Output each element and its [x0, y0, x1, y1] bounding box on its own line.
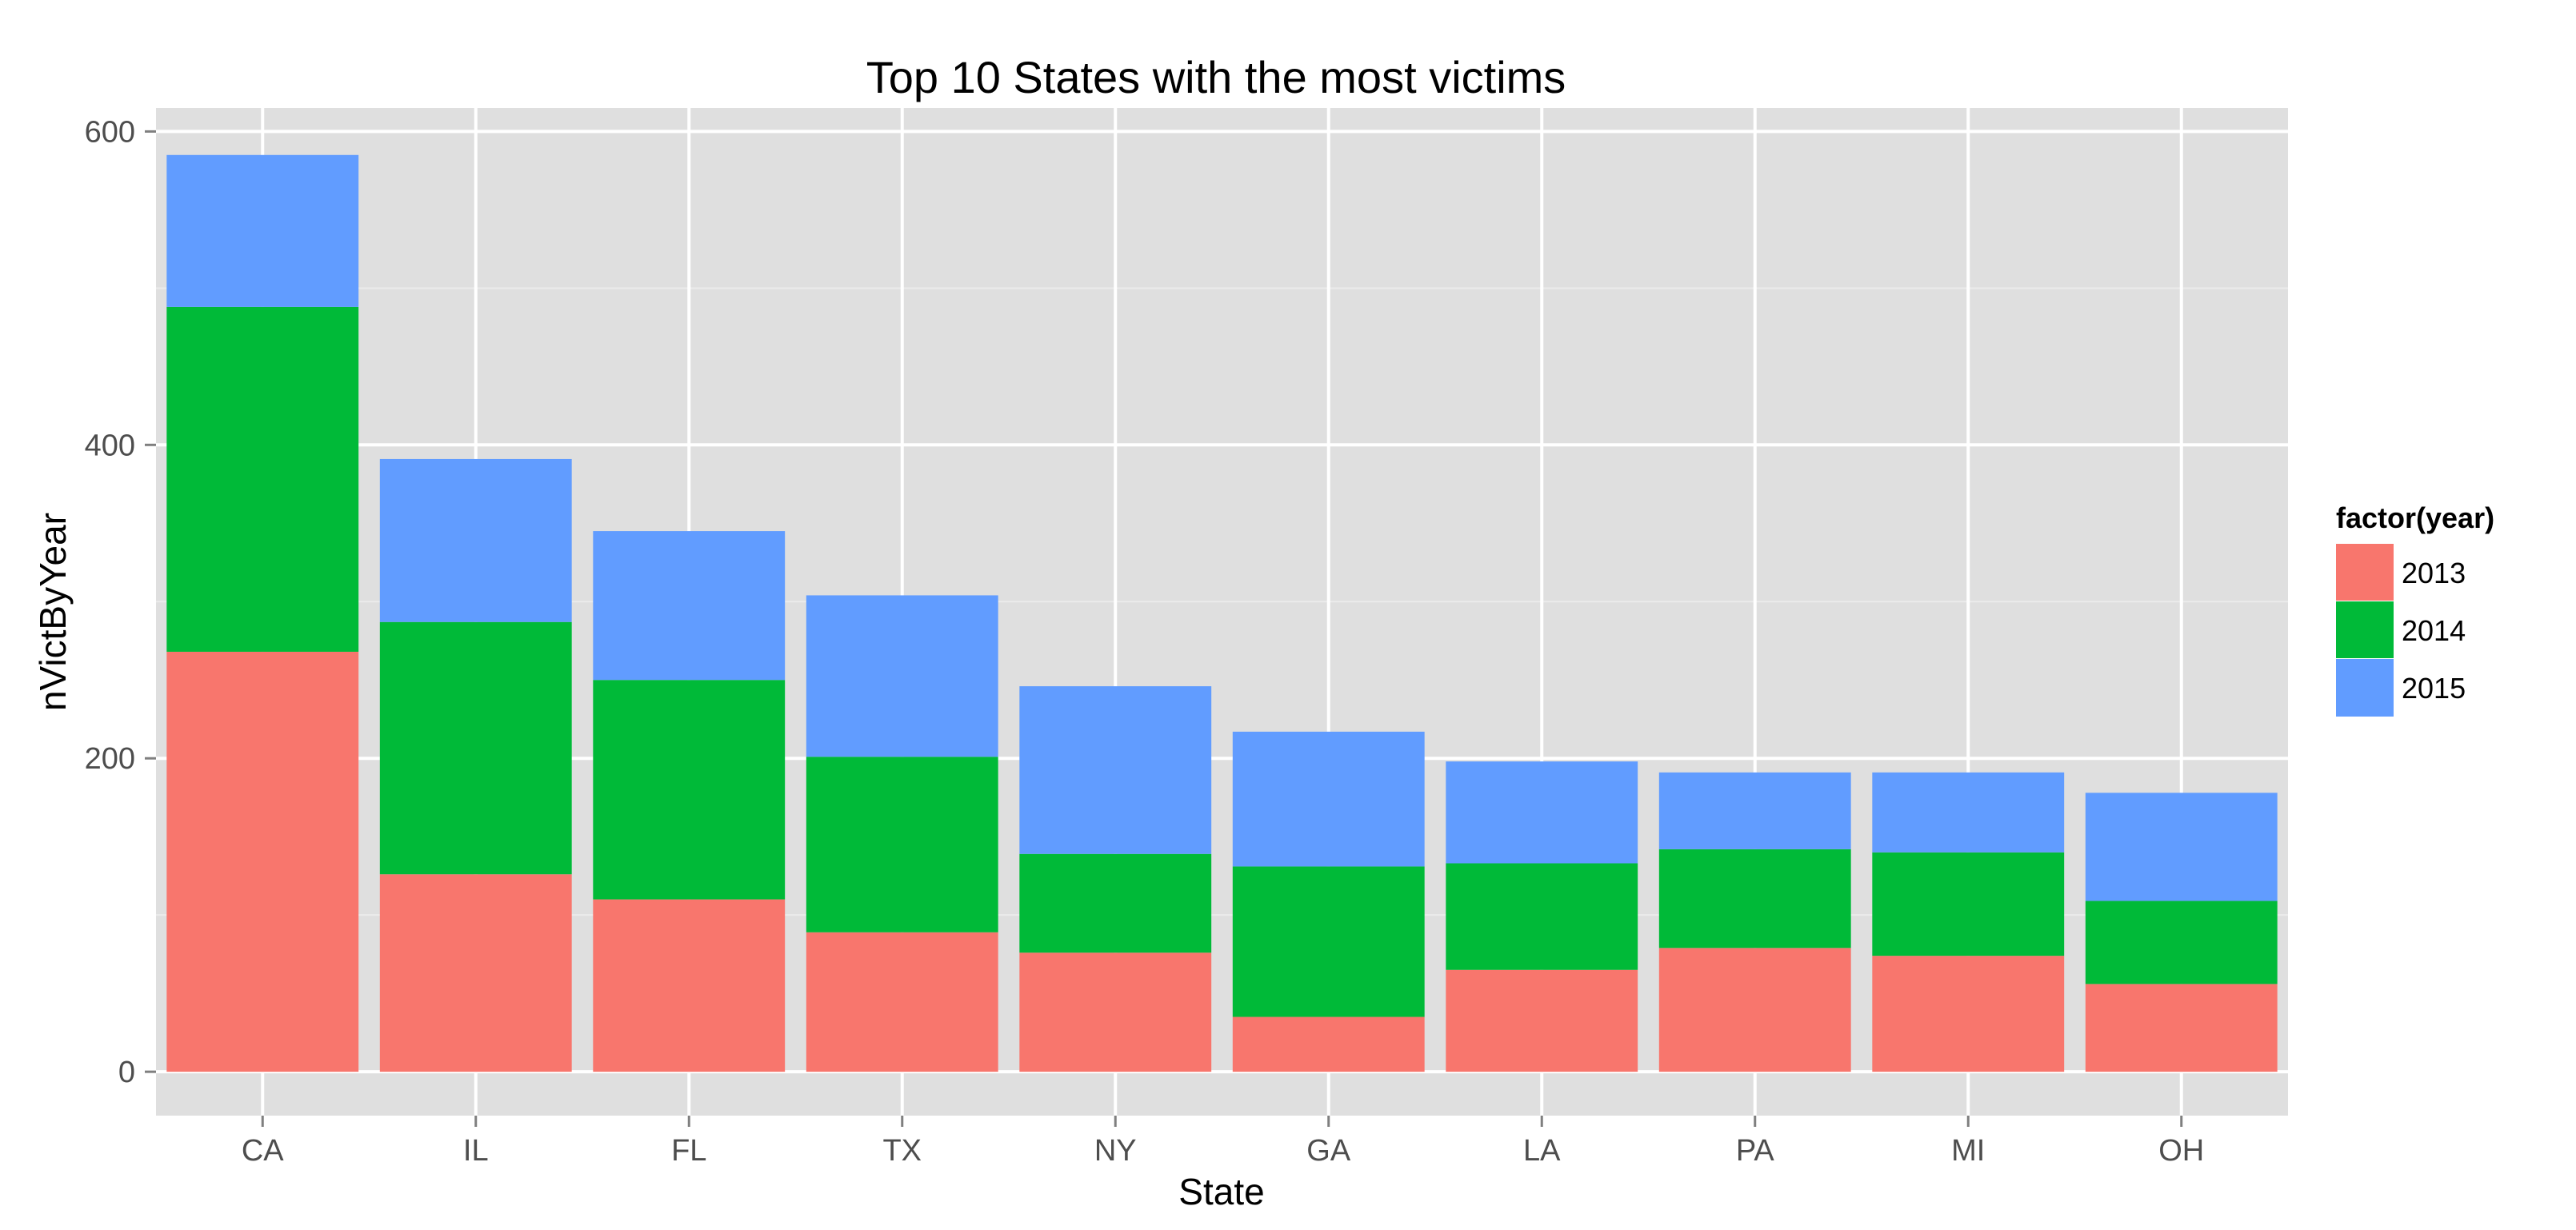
bar-oh-2013: [2085, 984, 2278, 1072]
bar-ca-2013: [166, 651, 359, 1072]
legend-label: 2015: [2402, 672, 2466, 705]
x-tick-label: FL: [671, 1134, 706, 1168]
y-tick-label: 400: [85, 429, 135, 462]
bar-fl-2015: [593, 531, 786, 681]
legend-label: 2014: [2402, 614, 2466, 647]
bar-ca-2014: [166, 306, 359, 652]
x-tick-label: LA: [1523, 1134, 1561, 1168]
bar-ny-2014: [1019, 853, 1212, 953]
bar-mi-2013: [1872, 956, 2065, 1072]
x-tick-label: IL: [463, 1134, 489, 1168]
bar-tx-2015: [806, 595, 998, 757]
x-tick-label: CA: [242, 1134, 284, 1168]
axis-layer: 0 200 400 600 CA IL FL TX NY GA LA PA MI OH: [85, 115, 2205, 1168]
bar-mi-2014: [1872, 852, 2065, 956]
bar-fl-2013: [593, 899, 786, 1072]
x-axis-title: State: [1178, 1171, 1264, 1212]
bar-ny-2013: [1019, 952, 1212, 1072]
bar-fl-2014: [593, 680, 786, 900]
bar-la-2014: [1446, 863, 1638, 970]
y-tick-label: 0: [118, 1056, 135, 1089]
legend: factor(year) 2013 2014 2015: [2335, 501, 2494, 717]
bar-tx-2014: [806, 757, 998, 932]
legend-swatch-2013: [2336, 544, 2394, 601]
x-tick-label: GA: [1306, 1134, 1351, 1168]
bar-oh-2015: [2085, 793, 2278, 901]
x-tick-label: OH: [2158, 1134, 2204, 1168]
bar-ga-2013: [1232, 1016, 1425, 1072]
bar-la-2013: [1446, 969, 1638, 1072]
legend-label: 2013: [2402, 557, 2466, 589]
bar-la-2015: [1446, 761, 1638, 864]
legend-swatch-2014: [2336, 601, 2394, 659]
bar-mi-2015: [1872, 772, 2065, 853]
x-tick-label: TX: [882, 1134, 922, 1168]
bar-oh-2014: [2085, 901, 2278, 984]
y-tick-label: 600: [85, 115, 135, 149]
bar-ca-2015: [166, 154, 359, 307]
bar-pa-2015: [1658, 772, 1851, 849]
legend-swatch-2015: [2336, 659, 2394, 717]
bar-il-2014: [379, 621, 572, 875]
bar-ga-2015: [1232, 731, 1425, 867]
bar-pa-2014: [1658, 849, 1851, 948]
legend-title: factor(year): [2336, 501, 2494, 534]
x-tick-label: MI: [1951, 1134, 1985, 1168]
bar-ga-2014: [1232, 866, 1425, 1017]
bars-layer: [166, 154, 2278, 1072]
y-axis-title: nVictByYear: [32, 513, 74, 711]
chart-title: Top 10 States with the most victims: [866, 52, 1566, 102]
x-tick-label: PA: [1736, 1134, 1775, 1168]
bar-ny-2015: [1019, 686, 1212, 854]
bar-il-2015: [379, 458, 572, 622]
bar-tx-2013: [806, 932, 998, 1072]
bar-pa-2013: [1658, 948, 1851, 1072]
x-tick-label: NY: [1094, 1134, 1137, 1168]
y-tick-label: 200: [85, 742, 135, 776]
bar-il-2013: [379, 874, 572, 1072]
